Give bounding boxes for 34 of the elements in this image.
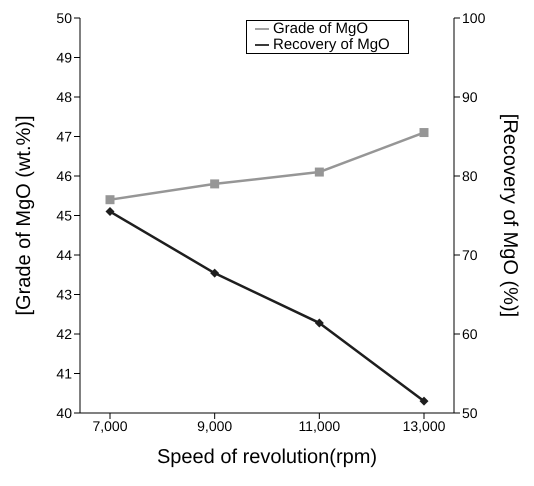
y-tick-label: 45	[56, 207, 72, 224]
y2-tick-label: 60	[462, 326, 478, 342]
y-tick-label: 42	[56, 326, 72, 342]
y-tick-label: 40	[56, 404, 72, 421]
y2-axis-title: [Recovery of MgO (%)]	[498, 114, 521, 318]
y2-tick-label: 100	[462, 10, 486, 26]
y-axis-title: [Grade of MgO (wt.%)]	[13, 115, 36, 316]
y-tick-label: 46	[56, 168, 72, 184]
y-tick-label: 50	[56, 10, 72, 26]
y-tick-label: 43	[56, 286, 72, 302]
legend-label: Grade of MgO	[273, 20, 368, 37]
y-tick-label: 49	[56, 49, 72, 66]
y-tick-label: 48	[56, 88, 72, 105]
y2-tick-label: 50	[462, 404, 478, 421]
x-tick-label: 11,000	[298, 418, 340, 434]
legend-label: Recovery of MgO	[273, 36, 390, 53]
point	[314, 318, 324, 328]
point	[420, 128, 428, 138]
x-tick-label: 13,000	[402, 418, 446, 434]
y-tick-label: 44	[56, 246, 72, 263]
x-axis-title: Speed of revolution(rpm)	[156, 446, 378, 468]
point	[314, 168, 324, 177]
point	[420, 396, 428, 406]
point	[106, 207, 114, 216]
y2-tick-label: 70	[462, 246, 478, 263]
y2-tick-label: 80	[462, 168, 478, 184]
y-tick-label: 41	[56, 365, 72, 382]
point	[210, 179, 220, 188]
y-tick-label: 47	[56, 128, 72, 144]
point	[106, 195, 114, 204]
y2-tick-label: 90	[462, 88, 478, 105]
x-tick-label: 9,000	[197, 418, 232, 434]
point	[210, 268, 220, 278]
x-tick-label: 7,000	[92, 418, 128, 434]
